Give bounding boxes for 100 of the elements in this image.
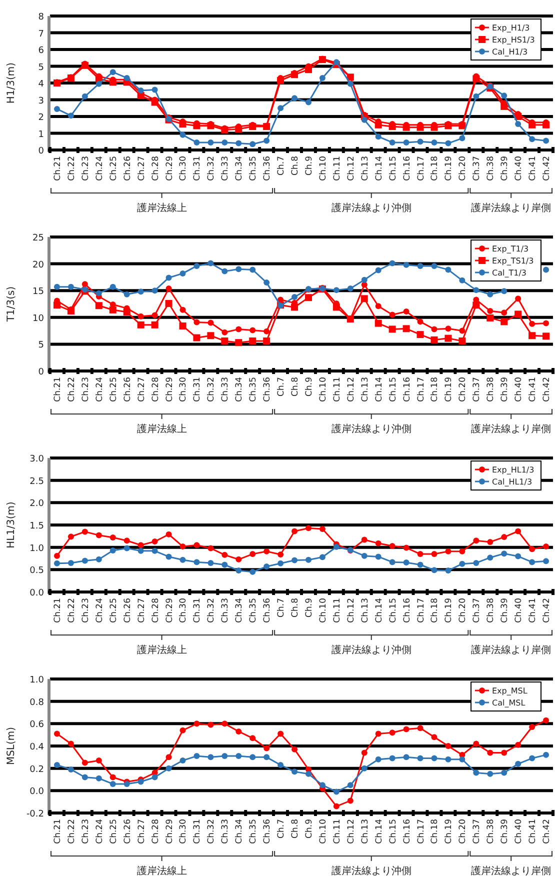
y-tick-label: 15 <box>32 287 44 298</box>
point <box>250 754 256 760</box>
point <box>278 105 284 112</box>
point <box>53 302 60 309</box>
point <box>82 281 88 288</box>
x-tick-label: Ch.38 <box>486 377 496 402</box>
legend-label: Exp_HS1/3 <box>492 36 535 44</box>
point <box>473 287 480 294</box>
point <box>138 288 144 295</box>
x-tick-label: Ch.16 <box>402 377 412 402</box>
x-tick-label: Ch.19 <box>444 598 454 623</box>
x-tick-label: Ch.18 <box>430 377 440 402</box>
point <box>542 332 550 340</box>
point <box>529 755 536 762</box>
point <box>319 782 326 788</box>
x-tick-label: Ch.23 <box>80 598 91 623</box>
text: 護岸法線より岸側 <box>471 423 552 435</box>
point <box>263 337 270 344</box>
legend-label: Exp_TS1/3 <box>492 256 534 266</box>
point <box>529 136 536 142</box>
text: 護岸法線上 <box>136 865 187 877</box>
point <box>82 760 88 766</box>
point <box>208 260 214 266</box>
x-tick-label: Ch.26 <box>122 377 133 402</box>
x-tick-label: Ch.24 <box>94 598 105 623</box>
x-tick-label: Ch.34 <box>234 377 245 402</box>
point <box>444 334 452 342</box>
point <box>403 308 410 315</box>
x-tick-label: Ch.41 <box>528 819 538 844</box>
x-tick-label: Ch.25 <box>108 598 119 623</box>
point <box>389 260 396 266</box>
point <box>236 568 242 574</box>
y-tick-label: 7 <box>38 29 44 40</box>
legend-label: Exp_H1/3 <box>492 24 530 32</box>
point <box>138 778 144 785</box>
point <box>264 548 270 554</box>
point <box>249 123 256 130</box>
x-tick-label: Ch.15 <box>388 377 398 402</box>
point <box>54 560 60 566</box>
x-tick-label: Ch.21 <box>52 377 63 402</box>
x-tick-label: Ch.20 <box>458 156 468 181</box>
x-tick-label: Ch.31 <box>192 377 203 402</box>
point <box>236 140 242 146</box>
x-tick-label: Ch.39 <box>500 156 510 181</box>
x-tick-label: Ch.34 <box>234 156 245 181</box>
x-tick-label: Ch.21 <box>52 819 63 844</box>
text: 護岸法線上 <box>136 644 187 656</box>
point <box>292 746 298 752</box>
point <box>166 754 172 760</box>
x-tick-label: Ch.22 <box>66 156 77 181</box>
point <box>389 730 396 736</box>
x-tick-label: Ch.11 <box>332 598 342 623</box>
point <box>388 123 396 130</box>
x-tick-label: Ch.15 <box>388 156 398 181</box>
y-tick-label: 0.0 <box>30 787 44 798</box>
point <box>208 722 214 728</box>
point <box>96 758 102 764</box>
point <box>250 568 256 575</box>
point <box>417 318 424 325</box>
point <box>194 720 200 727</box>
point <box>222 329 228 336</box>
point <box>473 538 480 544</box>
x-tick-label: Ch.27 <box>136 377 147 402</box>
x-tick-label: Ch.42 <box>542 819 552 844</box>
text: 護岸法線より岸側 <box>471 865 552 877</box>
y-tick-label: 0 <box>38 146 44 156</box>
y-tick-label: 0.6 <box>30 720 44 730</box>
x-tick-label: Ch.31 <box>192 819 203 844</box>
point <box>543 717 550 724</box>
point <box>208 545 214 552</box>
x-tick-label: Ch.24 <box>94 819 105 844</box>
point <box>417 755 424 762</box>
point <box>543 138 550 144</box>
point <box>138 542 144 548</box>
x-tick-label: Ch.27 <box>136 598 147 623</box>
point <box>473 740 480 747</box>
y-tick-label: -0.2 <box>26 810 44 820</box>
point <box>124 545 130 552</box>
point <box>180 556 186 563</box>
point <box>402 325 410 332</box>
point <box>278 560 284 566</box>
point <box>389 139 396 146</box>
point <box>501 310 508 316</box>
point <box>278 551 284 558</box>
point <box>110 534 116 541</box>
point <box>222 139 228 146</box>
point <box>194 753 200 760</box>
x-tick-label: Ch.38 <box>486 598 496 623</box>
point <box>445 548 452 554</box>
point <box>264 328 270 334</box>
y-axis-title: T1/3(s) <box>6 286 17 323</box>
point <box>375 756 382 762</box>
x-tick-label: Ch.38 <box>486 156 496 181</box>
point <box>403 754 410 760</box>
point <box>375 267 382 274</box>
x-tick-label: Ch.11 <box>332 819 342 844</box>
x-tick-label: Ch.23 <box>80 377 91 402</box>
point <box>417 138 424 145</box>
x-tick-label: Ch.40 <box>514 156 524 181</box>
y-tick-label: 0.2 <box>30 764 44 775</box>
